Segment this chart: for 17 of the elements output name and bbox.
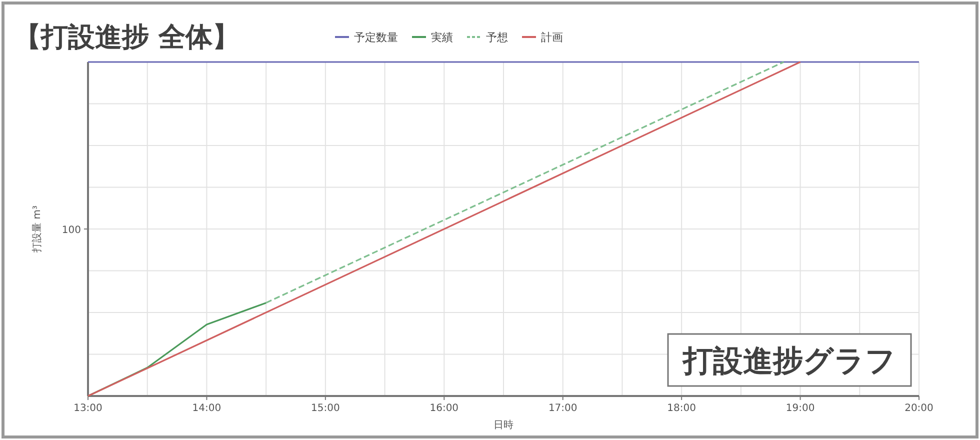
x-tick-label: 19:00	[786, 403, 815, 414]
y-axis-title: 打設量 m³	[31, 206, 43, 254]
x-axis-title: 日時	[494, 419, 514, 431]
annotation: 打設進捗グラフ	[681, 344, 896, 379]
x-tick-label: 16:00	[430, 403, 459, 414]
text: 100	[62, 225, 81, 236]
x-tick-label: 13:00	[74, 403, 102, 414]
legend-label: 予定数量	[354, 31, 398, 44]
legend-label: 計画	[541, 31, 563, 44]
x-tick-label: 20:00	[904, 403, 934, 414]
legend-label: 実績	[431, 31, 453, 44]
x-tick-label: 15:00	[311, 403, 340, 414]
chart-title: 【打設進捗 全体】	[14, 22, 240, 53]
x-tick-label: 18:00	[667, 403, 696, 414]
x-tick-label: 14:00	[192, 403, 222, 414]
x-tick-label: 17:00	[548, 403, 578, 414]
legend-label: 予想	[486, 31, 508, 44]
